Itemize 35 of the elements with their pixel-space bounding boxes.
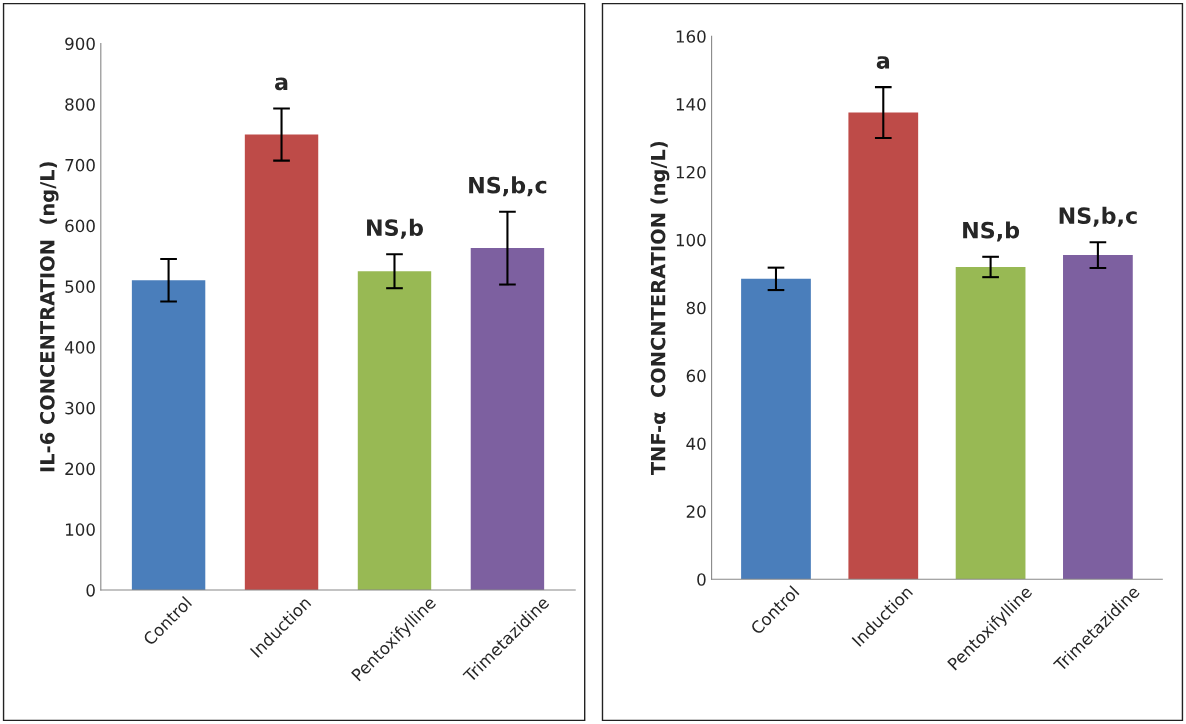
bar [1063, 255, 1133, 580]
bar [244, 134, 319, 591]
annotation: NS,b,c [1059, 206, 1137, 227]
y-tick-label: 140 [676, 98, 706, 111]
y-tick-label: 400 [64, 341, 95, 354]
y-tick-label: 700 [65, 158, 95, 172]
y-tick-label: 200 [65, 462, 95, 476]
y-tick-label: 300 [65, 401, 95, 415]
annotation: a [876, 56, 890, 69]
annotation: NS,b [367, 218, 423, 239]
y-tick-label: 500 [65, 280, 95, 293]
y-axis-title: IL-6 CONCENTRATION (ng/L) [39, 162, 59, 472]
annotation: NS,b [963, 221, 1020, 242]
annotation: a [274, 77, 288, 91]
bar [955, 266, 1026, 580]
y-tick-label: 0 [86, 584, 95, 597]
y-tick-label: 900 [65, 37, 95, 51]
y-tick-label: 100 [65, 523, 95, 536]
annotation: NS,b,c [469, 176, 547, 197]
y-tick-label: 20 [686, 505, 706, 518]
y-tick-label: 0 [697, 573, 706, 586]
y-tick-label: 100 [676, 233, 706, 247]
y-tick-label: 60 [686, 369, 706, 383]
y-axis-title: TNF-α CONCNTERATION (ng/L) [650, 141, 670, 476]
y-tick-label: 120 [676, 165, 706, 179]
y-tick-label: 80 [686, 301, 706, 315]
y-tick-label: 160 [676, 30, 706, 43]
bar [848, 112, 919, 580]
bar [357, 271, 432, 591]
bar [131, 280, 206, 591]
bar [741, 278, 811, 580]
y-tick-label: 600 [65, 219, 95, 233]
bar [470, 248, 545, 591]
y-tick-label: 800 [65, 98, 95, 111]
y-tick-label: 40 [686, 437, 706, 451]
